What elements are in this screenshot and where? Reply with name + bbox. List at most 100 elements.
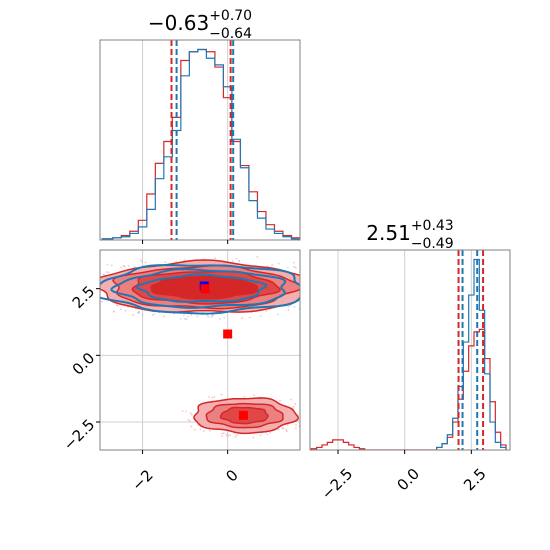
axes-frame [99,249,301,451]
sample-point [219,318,221,321]
histogram-content [310,250,507,450]
sample-point [187,315,189,318]
sample-point [98,279,100,281]
sample-point [106,263,109,266]
sample-point [223,316,226,319]
density-contour-blue [100,264,300,315]
sample-point [307,303,309,305]
sample-point [181,410,184,412]
sample-point [301,420,303,422]
sample-point [107,271,110,274]
sample-point [189,412,192,415]
sample-point [202,430,205,433]
sample-point [306,308,308,310]
sample-point [183,317,186,320]
grid-lines [337,250,472,450]
sample-point [266,433,269,436]
sample-point [80,278,82,280]
density-content [72,256,309,439]
sample-point [241,317,244,319]
sample-point [144,261,147,264]
sample-point [97,274,99,276]
x-ticks: −2.5 0.0 2.5 [318,450,490,503]
sample-point [294,403,297,405]
sample-point [271,263,274,266]
sample-point [220,393,223,396]
sample-point [182,314,185,317]
panel-title: −0.63+0.70 −0.64 [148,8,252,42]
sample-point [231,260,234,263]
grid-lines [142,40,229,240]
density-contour-blue [135,273,268,303]
sample-point [235,257,238,260]
sample-point [279,399,281,402]
histogram-step-blue [101,48,300,240]
sample-point [256,256,259,258]
sample-point [293,306,296,308]
sample-point [287,305,290,308]
sample-point [269,431,272,434]
sample-point [238,260,241,262]
title-upper-error: +0.70 [209,8,252,24]
sample-point [190,314,193,316]
sample-point [221,435,223,437]
marker-marker_red [200,284,210,294]
sample-point [252,436,255,439]
sample-point [72,287,74,289]
sample-point [305,278,307,280]
sample-point [183,259,186,262]
sample-point [294,266,297,269]
panel-bottom-right-histogram: −2.5 0.0 2.5 2.51+0.43 −0.49 [309,218,511,503]
sample-point [295,424,297,426]
panel-top-left-histogram: −0.63+0.70 −0.64 [99,8,301,244]
sample-point [243,395,246,398]
sample-point [277,428,280,431]
sample-point [303,294,305,296]
title-lower-error: −0.49 [411,236,454,252]
sample-point [307,282,309,284]
sample-point [221,432,224,435]
sample-point [120,308,122,311]
sample-point [132,314,135,317]
sample-point [127,264,130,267]
title-upper-error: +0.43 [411,218,454,234]
sample-point [189,419,191,422]
marker-marker_red [238,410,248,420]
axes-background [100,40,300,240]
sample-point [302,421,304,423]
sample-point [307,266,309,268]
sample-point [225,434,228,437]
sample-point [139,259,142,261]
sample-point [229,434,232,437]
sample-point [140,260,143,263]
sample-point [124,309,127,312]
sample-point [208,396,211,398]
sample-point [304,422,306,424]
sample-point [196,315,199,318]
sample-point [277,313,280,316]
sample-point [259,315,262,318]
sample-point [285,429,288,431]
sample-point [265,310,268,313]
sample-point [187,418,190,421]
sample-point [286,266,289,269]
axes-frame [99,39,301,241]
sample-point [301,406,303,408]
sample-point [94,286,96,288]
sample-point [307,308,309,310]
axes-background [310,250,510,450]
sample-point [213,396,216,398]
sample-point [214,257,217,260]
sample-point [95,307,97,309]
sample-point [286,424,289,427]
histogram-step-blue [436,258,507,450]
sample-point [185,318,188,320]
sample-point [277,262,280,265]
sample-point [138,312,140,315]
sample-point [289,304,291,307]
histogram-content [101,40,300,240]
sample-point [285,430,288,433]
sample-point [266,265,269,267]
x-tick-label: −2.5 [318,465,356,503]
